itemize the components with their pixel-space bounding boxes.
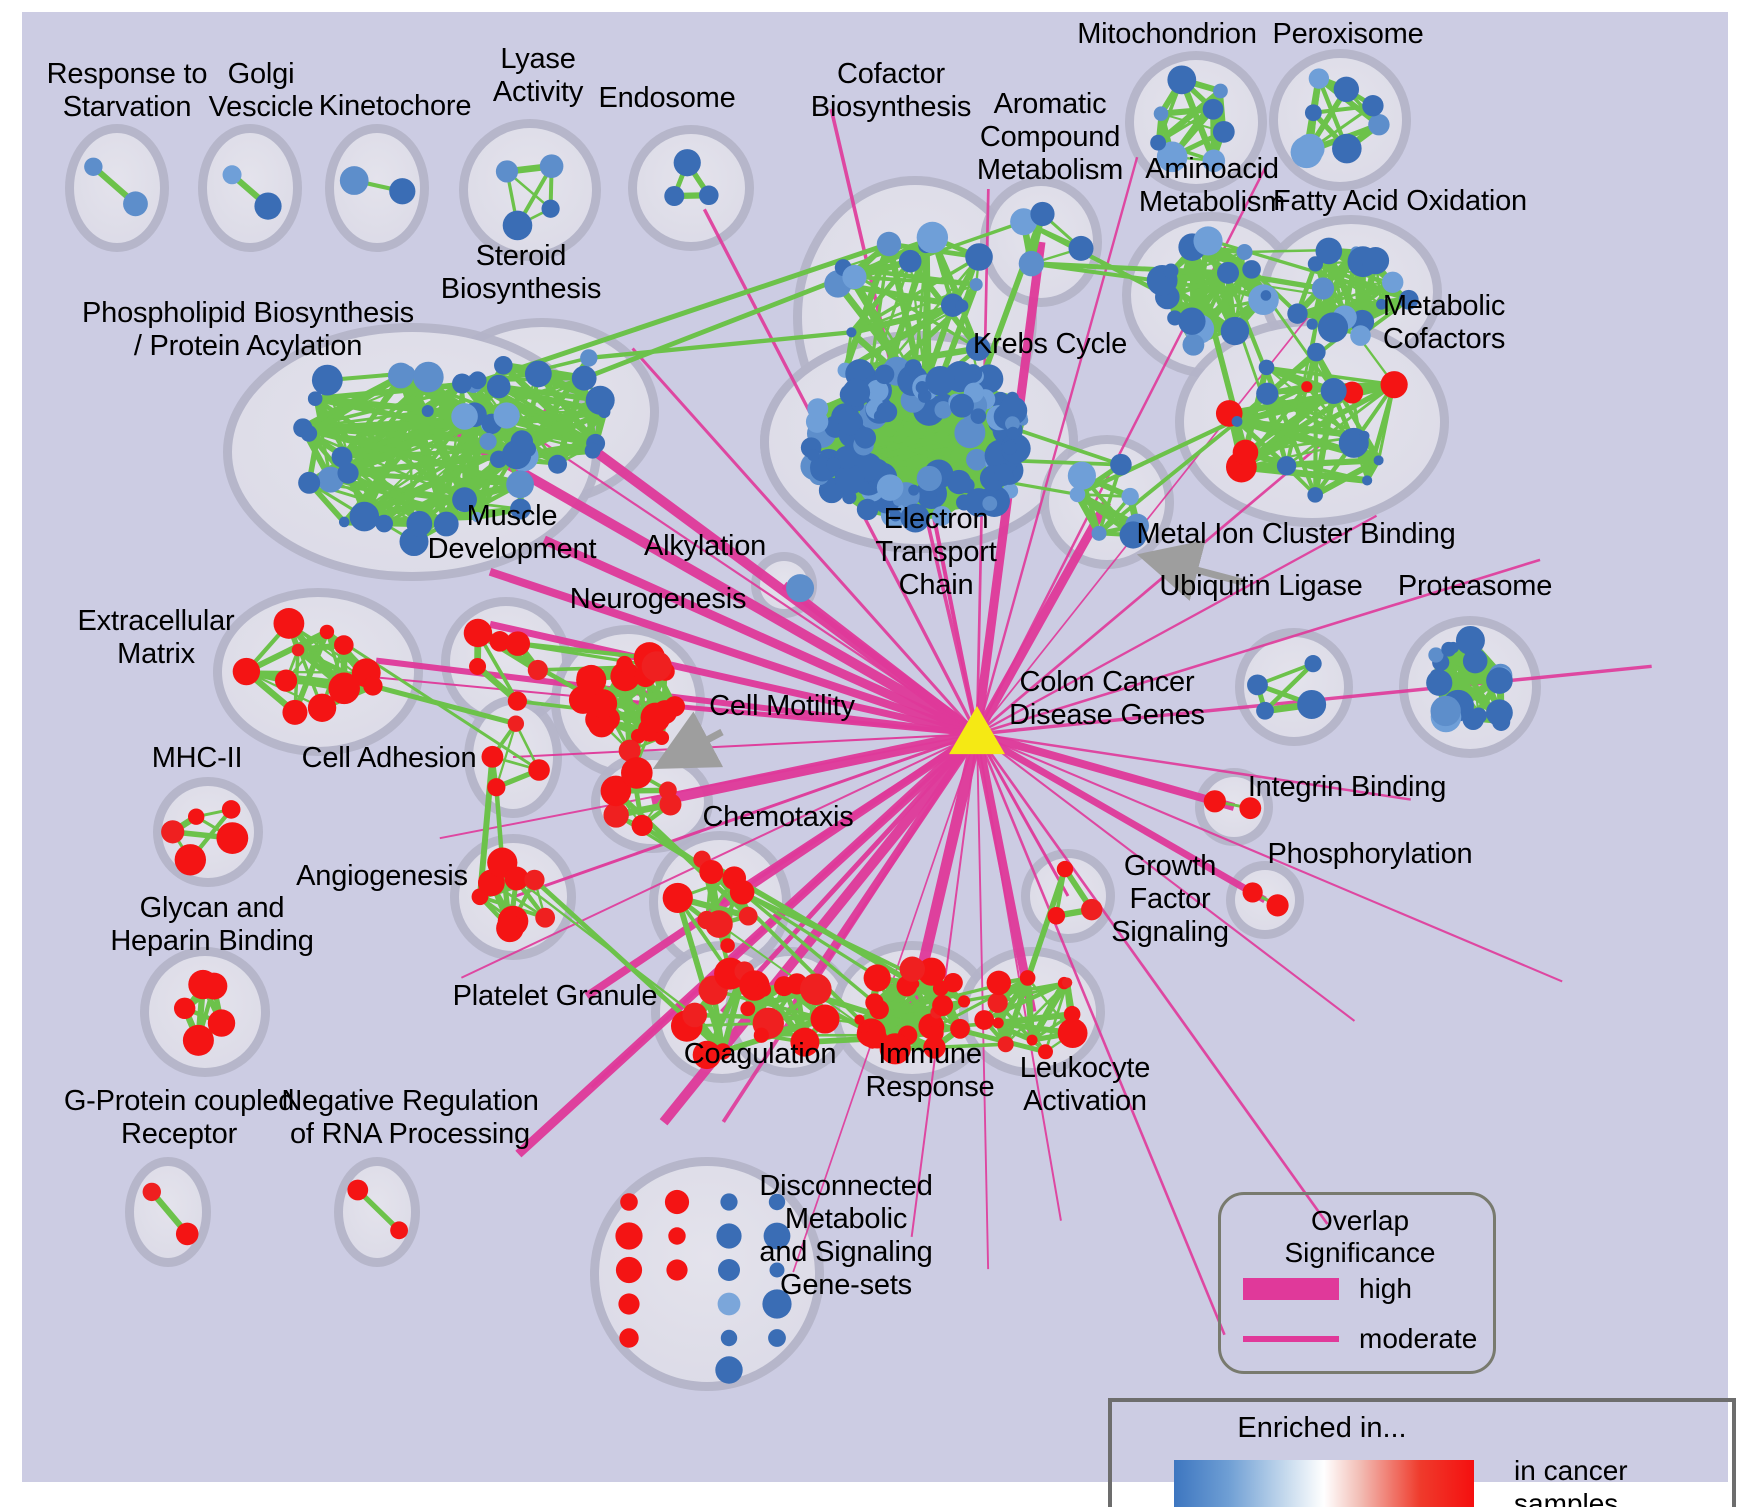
label-proteasome: Proteasome — [1397, 570, 1553, 602]
legend-overlap-item-high: high — [1243, 1273, 1412, 1305]
label-peroxisome: Peroxisome — [1272, 18, 1424, 50]
label-glycan-heparin-binding: Glycan and Heparin Binding — [110, 892, 314, 957]
label-colon-cancer-disease-genes: Colon Cancer Disease Genes — [1009, 666, 1205, 731]
label-electron-transport-chain: Electron Transport Chain — [875, 503, 997, 601]
label-leukocyte-activation: Leukocyte Activation — [1019, 1052, 1151, 1117]
label-platelet-granule: Platelet Granule — [452, 980, 658, 1012]
geneset-nodes — [84, 65, 1513, 1384]
legend-overlap-item-moderate: moderate — [1243, 1323, 1477, 1355]
label-phospholipid-biosynthesis: Phospholipid Biosynthesis / Protein Acyl… — [82, 297, 414, 362]
label-g-protein-coupled-receptor: G-Protein coupled Receptor — [63, 1085, 295, 1150]
label-response-to-starvation: Response to Starvation — [46, 58, 208, 123]
label-neurogenesis: Neurogenesis — [569, 583, 747, 615]
label-kinetochore: Kinetochore — [318, 90, 472, 122]
label-lyase-activity: Lyase Activity — [492, 43, 584, 108]
label-endosome: Endosome — [598, 82, 736, 114]
legend-enriched-note: in cancer samples vs. controls — [1514, 1455, 1628, 1507]
thin-edge-swatch — [1243, 1336, 1339, 1342]
label-cell-adhesion: Cell Adhesion — [301, 742, 477, 774]
label-metabolic-cofactors: Metabolic Cofactors — [1382, 290, 1506, 355]
annotation-arrows — [652, 539, 1243, 769]
label-disconnected-gene-sets: Disconnected Metabolic and Signaling Gen… — [759, 1170, 933, 1301]
enrichment-colorbar — [1174, 1460, 1474, 1507]
label-phosphorylation: Phosphorylation — [1267, 838, 1473, 870]
hub-edges — [317, 108, 1652, 1336]
label-metal-ion-cluster-binding: Metal Ion Cluster Binding — [1136, 518, 1456, 550]
legend-overlap-high-label: high — [1359, 1273, 1412, 1304]
label-mhc-ii: MHC-II — [151, 742, 243, 774]
label-aromatic-compound-metabolism: Aromatic Compound Metabolism — [976, 88, 1124, 186]
label-immune-response: Immune Response — [865, 1038, 995, 1103]
legend-overlap-moderate-label: moderate — [1359, 1323, 1478, 1354]
label-cell-motility: Cell Motility — [709, 690, 855, 722]
legend-overlap-title: Overlap Significance — [1284, 1205, 1436, 1268]
label-aminoacid-metabolism: Aminoacid Metabolism — [1138, 153, 1286, 218]
label-cofactor-biosynthesis: Cofactor Biosynthesis — [810, 58, 972, 123]
label-muscle-development: Muscle Development — [427, 500, 597, 565]
label-extracellular-matrix: Extracellular Matrix — [77, 605, 235, 670]
label-mitochondrion: Mitochondrion — [1077, 18, 1257, 50]
legend-enriched-title: Enriched in... — [1237, 1412, 1407, 1444]
label-ubiquitin-ligase: Ubiquitin Ligase — [1159, 570, 1363, 602]
legend-enriched-in: Enriched in... Down Up in cancer samples… — [1108, 1398, 1736, 1507]
label-coagulation: Coagulation — [683, 1038, 837, 1070]
label-growth-factor-signaling: Growth Factor Signaling — [1111, 850, 1229, 948]
label-integrin-binding: Integrin Binding — [1247, 771, 1447, 803]
hub-node[interactable] — [949, 706, 1005, 755]
legend-overlap-significance: Overlap Significance high moderate — [1218, 1192, 1496, 1374]
label-alkylation: Alkylation — [643, 530, 767, 562]
thick-edge-swatch — [1243, 1278, 1339, 1300]
label-steroid-biosynthesis: Steroid Biosynthesis — [440, 240, 602, 305]
label-negative-regulation-rna: Negative Regulation of RNA Processing — [281, 1085, 539, 1150]
label-angiogenesis: Angiogenesis — [296, 860, 468, 892]
label-golgi-vescicle: Golgi Vescicle — [208, 58, 314, 123]
label-chemotaxis: Chemotaxis — [702, 801, 854, 833]
label-krebs-cycle: Krebs Cycle — [972, 328, 1128, 360]
label-fatty-acid-oxidation: Fatty Acid Oxidation — [1273, 185, 1527, 217]
